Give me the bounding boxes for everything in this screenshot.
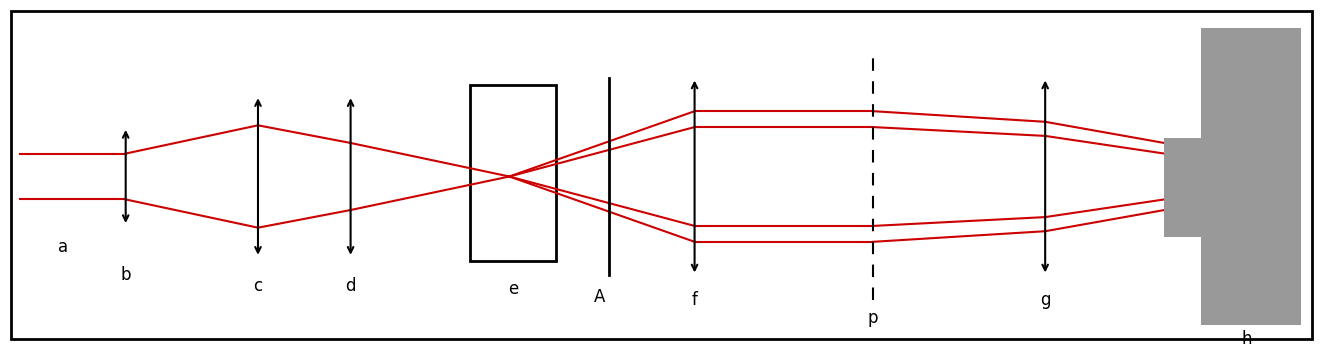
Bar — [1164, 138, 1201, 237]
Text: h: h — [1241, 330, 1252, 348]
Text: g: g — [1040, 291, 1050, 309]
Text: c: c — [254, 277, 262, 295]
Text: e: e — [508, 281, 519, 298]
Bar — [470, 85, 556, 261]
Text: p: p — [868, 309, 878, 327]
Text: b: b — [120, 267, 131, 284]
Text: a: a — [58, 238, 69, 256]
Text: d: d — [345, 277, 356, 295]
Bar — [1201, 28, 1301, 325]
Text: f: f — [692, 291, 697, 309]
Text: A: A — [594, 288, 605, 305]
